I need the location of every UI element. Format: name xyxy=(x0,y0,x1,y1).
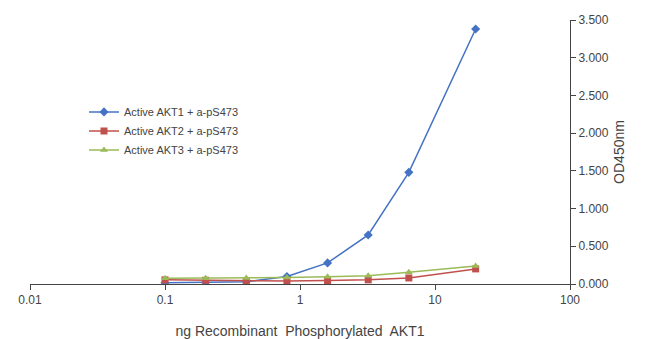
svg-text:10: 10 xyxy=(428,293,442,307)
svg-text:3.000: 3.000 xyxy=(578,51,608,65)
svg-text:Active AKT1 + a-pS473: Active AKT1 + a-pS473 xyxy=(124,106,238,118)
svg-text:3.500: 3.500 xyxy=(578,13,608,27)
svg-text:0.500: 0.500 xyxy=(578,239,608,253)
svg-text:2.000: 2.000 xyxy=(578,126,608,140)
svg-text:OD450nm: OD450nm xyxy=(611,120,627,184)
svg-text:0.000: 0.000 xyxy=(578,277,608,291)
svg-text:1: 1 xyxy=(297,293,304,307)
svg-text:Active AKT2 + a-pS473: Active AKT2 + a-pS473 xyxy=(124,125,238,137)
svg-text:100: 100 xyxy=(560,293,580,307)
svg-text:0.1: 0.1 xyxy=(157,293,174,307)
svg-text:Active AKT3 + a-pS473: Active AKT3 + a-pS473 xyxy=(124,144,238,156)
svg-text:1.500: 1.500 xyxy=(578,164,608,178)
svg-text:ng Recombinant Phosphorylated: ng Recombinant Phosphorylated AKT1 xyxy=(175,323,424,339)
svg-text:1.000: 1.000 xyxy=(578,202,608,216)
svg-text:0.01: 0.01 xyxy=(18,293,42,307)
svg-text:2.500: 2.500 xyxy=(578,89,608,103)
